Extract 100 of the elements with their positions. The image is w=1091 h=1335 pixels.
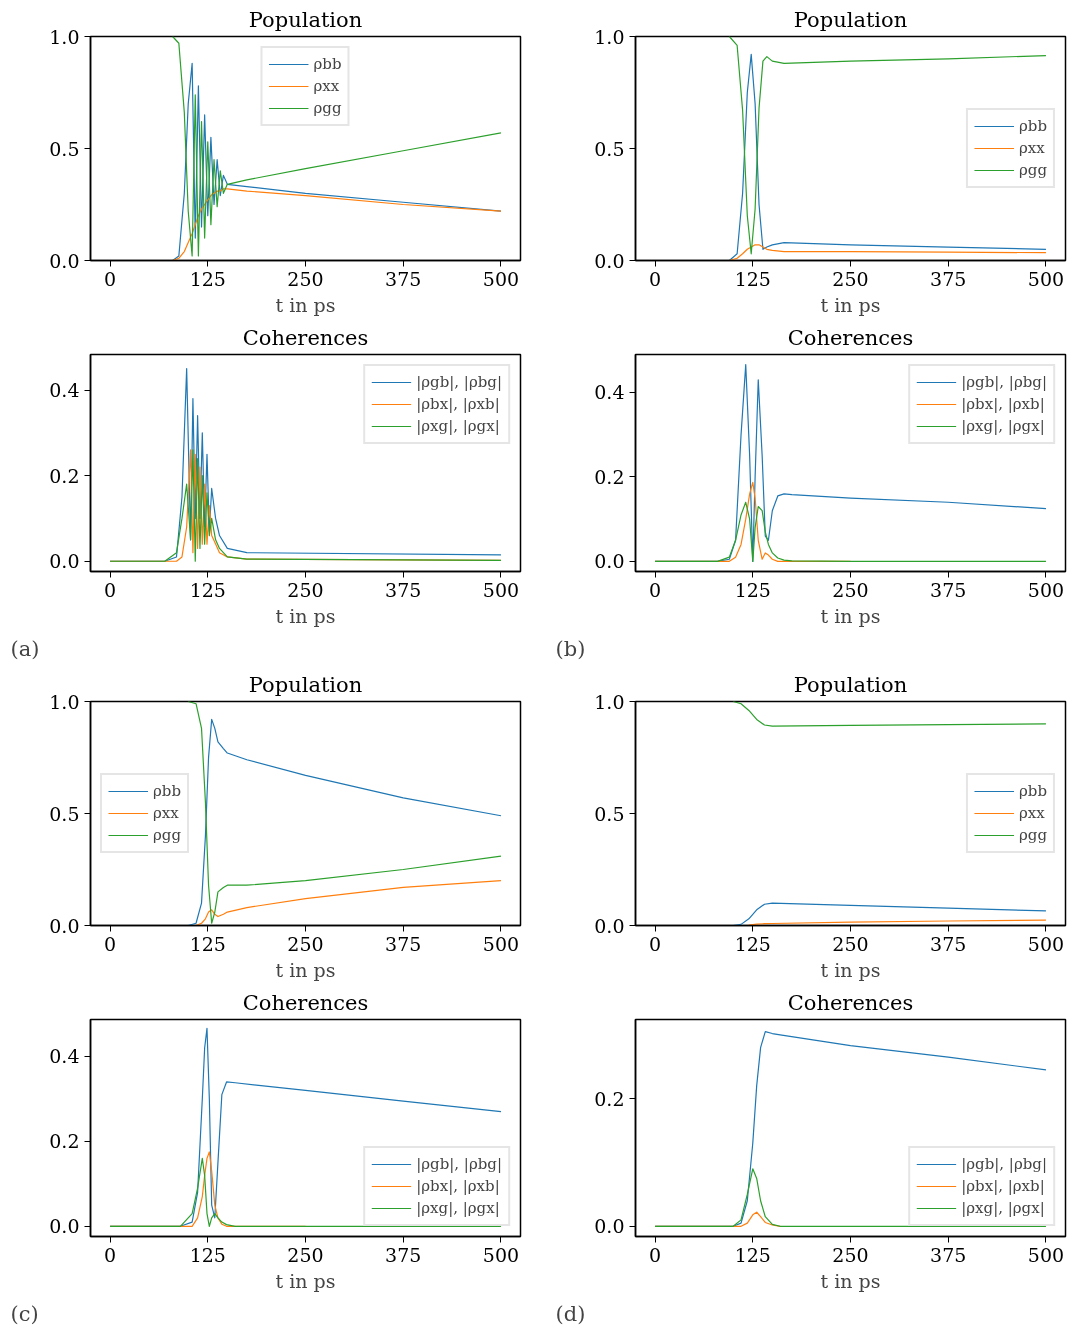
y-tick-label: 0.4 [49, 1045, 80, 1068]
x-tick-label: 250 [287, 267, 324, 290]
legend-label: ρbb [1018, 782, 1047, 800]
text: (c) [10, 1301, 39, 1326]
legend-label: |ρbx|, |ρxb| [961, 395, 1045, 413]
y-tick-label: 0.2 [49, 464, 80, 487]
x-tick-label: 375 [930, 932, 967, 955]
x-tick-label: 375 [385, 1243, 422, 1266]
chart-title: Population [793, 7, 908, 32]
x-tick-label: 500 [482, 1243, 520, 1266]
x-tick-label: 0 [104, 932, 117, 955]
legend-label: ρxx [153, 804, 179, 822]
legend-label: ρgg [1018, 826, 1047, 844]
y-tick-label: 0.2 [594, 1087, 625, 1110]
y-tick-label: 0.0 [49, 914, 80, 937]
legend-label: |ρgb|, |ρbg| [961, 1155, 1047, 1173]
x-tick-label: 250 [832, 932, 869, 955]
legend-label: ρbb [313, 55, 342, 73]
x-tick-label: 0 [104, 267, 117, 290]
x-tick-label: 125 [189, 267, 226, 290]
y-tick-label: 0.0 [594, 249, 625, 272]
y-tick-label: 1.0 [594, 25, 625, 48]
y-tick-label: 0.5 [49, 137, 80, 160]
x-tick-label: 125 [189, 1243, 226, 1266]
legend-label: |ρxg|, |ρgx| [416, 1199, 500, 1217]
chart-title: Coherences [787, 325, 914, 350]
legend-label: ρxx [1018, 804, 1045, 822]
x-tick-label: 125 [189, 578, 226, 601]
x-tick-label: 500 [482, 578, 520, 601]
x-tick-label: 375 [930, 267, 967, 290]
x-tick-label: 0 [649, 932, 662, 955]
x-tick-label: 500 [482, 267, 520, 290]
x-axis-title: t in ps [820, 1269, 881, 1292]
x-axis-title: t in ps [820, 604, 881, 627]
text: (d) [555, 1301, 586, 1326]
x-tick-label: 0 [104, 1243, 117, 1266]
x-tick-label: 125 [734, 267, 771, 290]
y-tick-label: 0.5 [594, 137, 625, 160]
y-tick-label: 0.0 [49, 1215, 80, 1238]
legend-label: ρgg [1018, 161, 1047, 179]
y-tick-label: 0.0 [594, 1215, 625, 1238]
y-tick-label: 0.5 [49, 802, 80, 825]
x-tick-label: 500 [1027, 932, 1065, 955]
legend-label: |ρxg|, |ρgx| [416, 417, 500, 435]
x-tick-label: 250 [832, 267, 869, 290]
y-tick-label: 1.0 [49, 690, 80, 713]
legend-label: ρgg [153, 826, 182, 844]
x-tick-label: 250 [287, 932, 324, 955]
x-tick-label: 500 [1027, 578, 1065, 601]
y-tick-label: 0.5 [594, 802, 625, 825]
x-tick-label: 0 [649, 578, 662, 601]
x-tick-label: 500 [482, 932, 520, 955]
x-tick-label: 375 [385, 578, 422, 601]
x-axis-title: t in ps [275, 958, 336, 981]
x-tick-label: 250 [832, 1243, 869, 1266]
legend-label: ρgg [313, 99, 342, 117]
legend-label: |ρxg|, |ρgx| [961, 1199, 1045, 1217]
legend-label: |ρxg|, |ρgx| [961, 417, 1045, 435]
legend-label: ρbb [153, 782, 182, 800]
x-tick-label: 250 [287, 578, 324, 601]
y-tick-label: 0.4 [49, 379, 80, 402]
x-tick-label: 125 [734, 932, 771, 955]
chart-title: Coherences [787, 990, 914, 1015]
x-axis-title: t in ps [275, 293, 336, 316]
legend-label: ρbb [1018, 117, 1047, 135]
y-tick-label: 0.2 [49, 1130, 80, 1153]
x-axis-title: t in ps [275, 1269, 336, 1292]
x-tick-label: 0 [649, 1243, 662, 1266]
chart-title: Population [793, 672, 908, 697]
x-tick-label: 250 [832, 578, 869, 601]
legend-label: |ρbx|, |ρxb| [961, 1177, 1045, 1195]
chart-title: Population [248, 7, 363, 32]
legend-label: |ρbx|, |ρxb| [416, 1177, 500, 1195]
legend-label: ρxx [1018, 139, 1045, 157]
y-tick-label: 0.0 [49, 550, 80, 573]
x-tick-label: 125 [734, 578, 771, 601]
legend-label: |ρgb|, |ρbg| [961, 373, 1047, 391]
y-tick-label: 1.0 [594, 690, 625, 713]
x-tick-label: 500 [1027, 267, 1065, 290]
y-tick-label: 0.2 [594, 465, 625, 488]
text: (b) [555, 636, 586, 661]
y-tick-label: 0.0 [49, 249, 80, 272]
legend-label: |ρgb|, |ρbg| [416, 373, 502, 391]
x-tick-label: 125 [734, 1243, 771, 1266]
x-tick-label: 125 [189, 932, 226, 955]
chart-title: Coherences [242, 325, 369, 350]
x-tick-label: 0 [649, 267, 662, 290]
x-tick-label: 375 [930, 578, 967, 601]
y-tick-label: 0.0 [594, 550, 625, 573]
x-axis-title: t in ps [820, 958, 881, 981]
y-tick-label: 0.4 [594, 381, 625, 404]
x-axis-title: t in ps [820, 293, 881, 316]
text: (a) [10, 636, 40, 661]
x-axis-title: t in ps [275, 604, 336, 627]
chart-title: Population [248, 672, 363, 697]
y-tick-label: 0.0 [594, 914, 625, 937]
x-tick-label: 0 [104, 578, 117, 601]
legend-label: ρxx [313, 77, 340, 95]
y-tick-label: 1.0 [49, 25, 80, 48]
legend-label: |ρbx|, |ρxb| [416, 395, 500, 413]
